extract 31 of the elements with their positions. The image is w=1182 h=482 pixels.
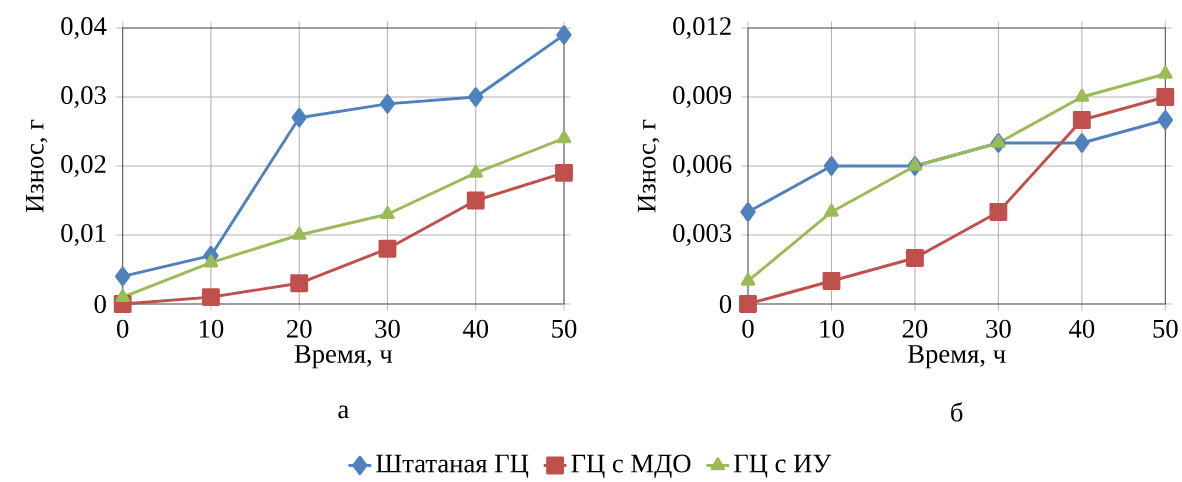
y-tick-label: 0 bbox=[94, 294, 106, 313]
y-tick-label: 0,003 bbox=[673, 224, 732, 246]
y-tick-label: 0,006 bbox=[673, 155, 732, 177]
x-tick-label: 20 bbox=[902, 319, 928, 338]
y-tick-label: 0 bbox=[719, 294, 732, 313]
y-axis-title: Износ, г bbox=[637, 119, 660, 213]
legend-label: ГЦ с ИУ bbox=[734, 454, 832, 478]
x-tick-label: 30 bbox=[375, 319, 400, 338]
y-tick-label: 0,01 bbox=[61, 224, 106, 246]
x-axis-title: Время, ч bbox=[294, 345, 393, 369]
x-tick-label: 20 bbox=[287, 319, 312, 338]
x-tick-label: 40 bbox=[462, 319, 489, 338]
x-tick-label: 50 bbox=[1153, 319, 1178, 338]
x-tick-label: 30 bbox=[986, 319, 1011, 338]
y-tick-label: 0,02 bbox=[61, 155, 106, 177]
y-tick-label: 0,009 bbox=[673, 86, 732, 108]
y-tick-label: 0,012 bbox=[673, 17, 731, 39]
legend-label: Штатаная ГЦ bbox=[376, 454, 529, 478]
y-axis-title: Износ, г bbox=[25, 119, 48, 213]
x-axis-title: Время, ч bbox=[908, 345, 1006, 369]
x-tick-label: 40 bbox=[1069, 319, 1095, 338]
x-tick-label: 10 bbox=[199, 319, 224, 338]
text: а bbox=[338, 405, 349, 419]
x-tick-label: 0 bbox=[117, 319, 129, 338]
legend-label: ГЦ с МДО bbox=[571, 454, 691, 478]
y-tick-label: 0,03 bbox=[61, 86, 106, 108]
x-tick-label: 10 bbox=[820, 319, 844, 338]
x-tick-label: 50 bbox=[552, 319, 577, 338]
x-tick-label: 0 bbox=[742, 319, 754, 338]
y-tick-label: 0,04 bbox=[61, 17, 107, 39]
text: б bbox=[951, 402, 963, 422]
